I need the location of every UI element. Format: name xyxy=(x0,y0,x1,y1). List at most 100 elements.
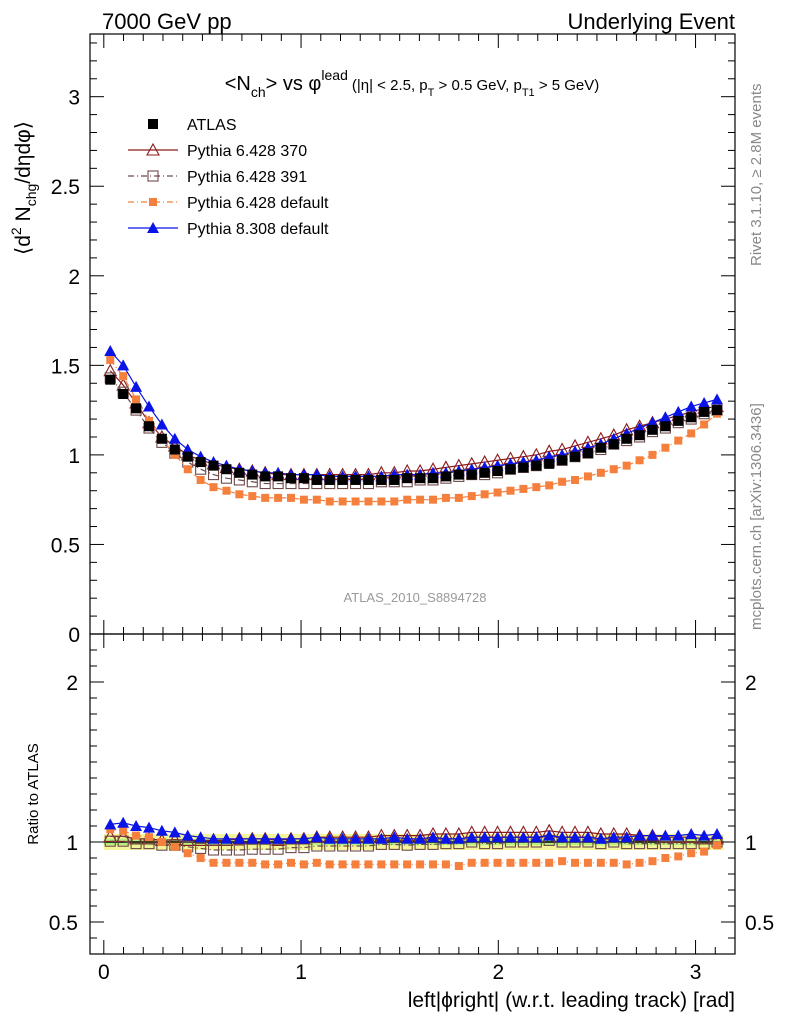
data-point-pythia-8-308-default xyxy=(698,829,711,841)
data-point-pythia-6-428-default xyxy=(377,497,386,506)
legend-label-pythia-6-428-370: Pythia 6.428 370 xyxy=(187,143,307,160)
data-point-pythia-8-308-default xyxy=(246,832,259,844)
legend-label-pythia-8-308-default: Pythia 8.308 default xyxy=(187,221,329,238)
data-point-atlas xyxy=(570,451,581,462)
data-point-pythia-6-428-default xyxy=(248,858,257,867)
data-point-pythia-6-428-default xyxy=(274,860,283,869)
data-point-pythia-6-428-default xyxy=(467,858,476,867)
data-point-pythia-6-428-default xyxy=(209,483,218,492)
data-point-pythia-6-428-default xyxy=(687,429,696,438)
data-point-pythia-6-428-default xyxy=(338,860,347,869)
data-point-atlas xyxy=(350,474,361,485)
data-point-pythia-6-428-default xyxy=(209,858,218,867)
data-point-atlas xyxy=(376,474,387,485)
data-point-pythia-6-428-default xyxy=(441,493,450,502)
ratio-axis-ticks: 0.5 0.5 1 1 2 2 0 1 2 3 xyxy=(49,634,774,984)
data-point-pythia-8-308-default xyxy=(104,818,117,830)
data-point-pythia-8-308-default xyxy=(504,831,517,843)
data-point-pythia-6-428-default xyxy=(390,497,399,506)
legend-marker-atlas xyxy=(148,119,158,129)
data-point-atlas xyxy=(505,464,516,475)
data-point-pythia-6-428-default xyxy=(429,860,438,869)
data-point-atlas xyxy=(389,474,400,485)
data-point-atlas xyxy=(479,467,490,478)
data-point-pythia-8-308-default xyxy=(284,832,297,844)
data-point-pythia-8-308-default xyxy=(142,821,155,833)
data-point-pythia-6-428-default xyxy=(351,497,360,506)
data-point-pythia-8-308-default xyxy=(349,832,362,844)
data-point-atlas xyxy=(311,474,322,485)
legend: ATLAS Pythia 6.428 370 Pythia 6.428 391 Pyt… xyxy=(128,117,329,238)
data-point-pythia-8-308-default xyxy=(104,345,117,357)
data-point-pythia-8-308-default xyxy=(672,405,685,417)
series-line-pythia-6-428-391 xyxy=(110,839,718,851)
main-y-tick-label: 0 xyxy=(68,624,80,647)
data-point-pythia-8-308-default xyxy=(220,832,233,844)
data-point-pythia-6-428-default xyxy=(713,841,722,850)
data-point-atlas xyxy=(582,448,593,459)
data-point-pythia-6-428-default xyxy=(119,372,128,381)
data-point-pythia-8-308-default xyxy=(323,832,336,844)
data-point-pythia-6-428-default xyxy=(661,854,670,862)
data-point-atlas xyxy=(285,473,296,484)
data-point-pythia-6-428-default xyxy=(390,860,399,869)
data-point-pythia-6-428-default xyxy=(119,826,128,835)
data-point-atlas xyxy=(234,467,245,478)
data-point-pythia-6-428-default xyxy=(493,858,502,867)
data-point-pythia-6-428-default xyxy=(312,858,321,867)
main-y-tick-label: 2 xyxy=(68,266,80,289)
data-point-pythia-8-308-default xyxy=(272,832,285,844)
data-point-pythia-6-428-default xyxy=(144,416,153,425)
data-point-pythia-8-308-default xyxy=(181,829,194,841)
legend-marker-pythia-6-428-370 xyxy=(146,142,160,156)
data-point-pythia-6-428-default xyxy=(170,450,179,459)
data-point-atlas xyxy=(428,473,439,484)
data-point-pythia-6-428-default xyxy=(687,849,696,858)
data-point-pythia-8-308-default xyxy=(155,824,168,836)
data-point-pythia-6-428-default xyxy=(222,486,231,495)
data-point-pythia-6-428-default xyxy=(351,860,360,869)
data-point-pythia-6-428-default xyxy=(558,477,567,486)
data-point-pythia-8-308-default xyxy=(375,832,388,844)
data-point-pythia-6-428-default xyxy=(106,355,115,364)
data-point-pythia-8-308-default xyxy=(207,832,220,844)
data-point-pythia-6-428-default xyxy=(596,858,605,867)
data-point-pythia-6-428-default xyxy=(132,395,141,404)
ratio-series xyxy=(103,816,724,870)
data-point-atlas xyxy=(660,421,671,432)
data-point-pythia-6-428-default xyxy=(532,858,541,867)
data-point-pythia-6-428-default xyxy=(571,858,580,867)
data-point-pythia-6-428-default xyxy=(454,493,463,502)
header-left: 7000 GeV pp xyxy=(102,9,232,34)
data-point-pythia-8-308-default xyxy=(646,829,659,841)
data-point-pythia-6-428-default xyxy=(235,490,244,499)
data-point-pythia-6-428-default xyxy=(261,493,270,502)
data-point-pythia-8-308-default xyxy=(607,831,620,843)
legend-marker-pythia-6-428-default xyxy=(149,198,157,206)
data-point-pythia-8-308-default xyxy=(543,829,556,841)
data-point-pythia-6-428-391 xyxy=(220,844,233,856)
data-point-pythia-6-428-default xyxy=(661,443,670,452)
data-point-pythia-6-428-default xyxy=(622,860,631,869)
data-point-atlas xyxy=(118,389,129,399)
ratio-y-tick-label-right: 0.5 xyxy=(745,912,774,935)
data-point-atlas xyxy=(440,471,451,482)
data-point-pythia-8-308-default xyxy=(620,831,633,843)
x-tick-label: 1 xyxy=(295,961,307,984)
data-point-atlas xyxy=(298,473,309,484)
data-point-pythia-8-308-default xyxy=(569,831,582,843)
main-y-label: ⟨d2 Nchg/dηdφ⟩ xyxy=(8,121,39,255)
data-point-pythia-6-428-391 xyxy=(117,835,129,847)
x-axis-label: left|ϕright| (w.r.t. leading track) [rad… xyxy=(408,989,735,1012)
data-point-pythia-8-308-default xyxy=(336,832,349,844)
data-point-pythia-8-308-default xyxy=(594,832,607,844)
data-point-atlas xyxy=(699,406,710,417)
x-tick-label: 2 xyxy=(492,961,504,984)
data-point-pythia-6-428-391 xyxy=(272,843,284,855)
data-point-pythia-6-428-default xyxy=(364,497,373,506)
data-point-atlas xyxy=(105,374,116,385)
data-point-pythia-8-308-default xyxy=(685,400,698,412)
data-point-atlas xyxy=(415,473,426,484)
data-point-pythia-6-428-391 xyxy=(195,842,207,854)
data-point-atlas xyxy=(221,464,232,475)
